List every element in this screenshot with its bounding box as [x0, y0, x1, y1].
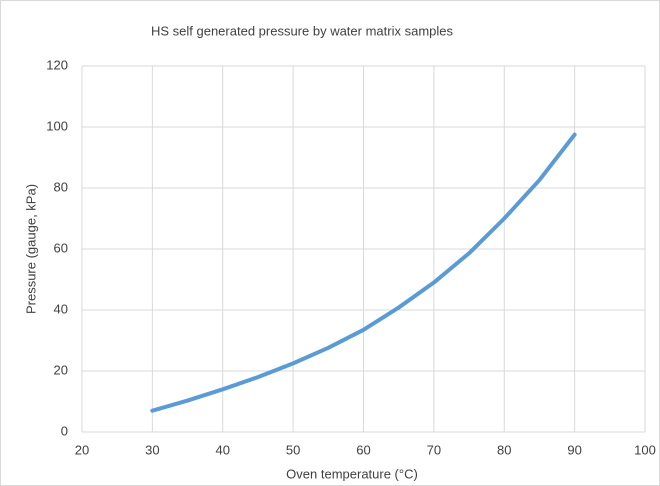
y-tick-label: 0: [61, 423, 68, 438]
x-tick-label: 30: [145, 442, 159, 457]
x-tick-label: 90: [567, 442, 581, 457]
y-tick-label: 20: [54, 362, 68, 377]
y-tick-label: 60: [54, 240, 68, 255]
y-tick-label: 100: [46, 118, 68, 133]
y-axis-label: Pressure (gauge, kPa): [23, 184, 38, 314]
x-tick-label: 100: [634, 442, 656, 457]
y-tick-label: 80: [54, 179, 68, 194]
x-tick-label: 80: [497, 442, 511, 457]
x-tick-label: 70: [427, 442, 441, 457]
data-line: [150, 132, 577, 413]
x-tick-label: 60: [356, 442, 370, 457]
x-axis-label: Oven temperature (°C): [286, 466, 418, 481]
y-tick-label: 120: [46, 57, 68, 72]
chart-title: HS self generated pressure by water matr…: [151, 23, 454, 38]
x-tick-label: 40: [216, 442, 230, 457]
x-tick-label: 50: [286, 442, 300, 457]
x-tick-label: 20: [75, 442, 89, 457]
y-tick-label: 40: [54, 301, 68, 316]
